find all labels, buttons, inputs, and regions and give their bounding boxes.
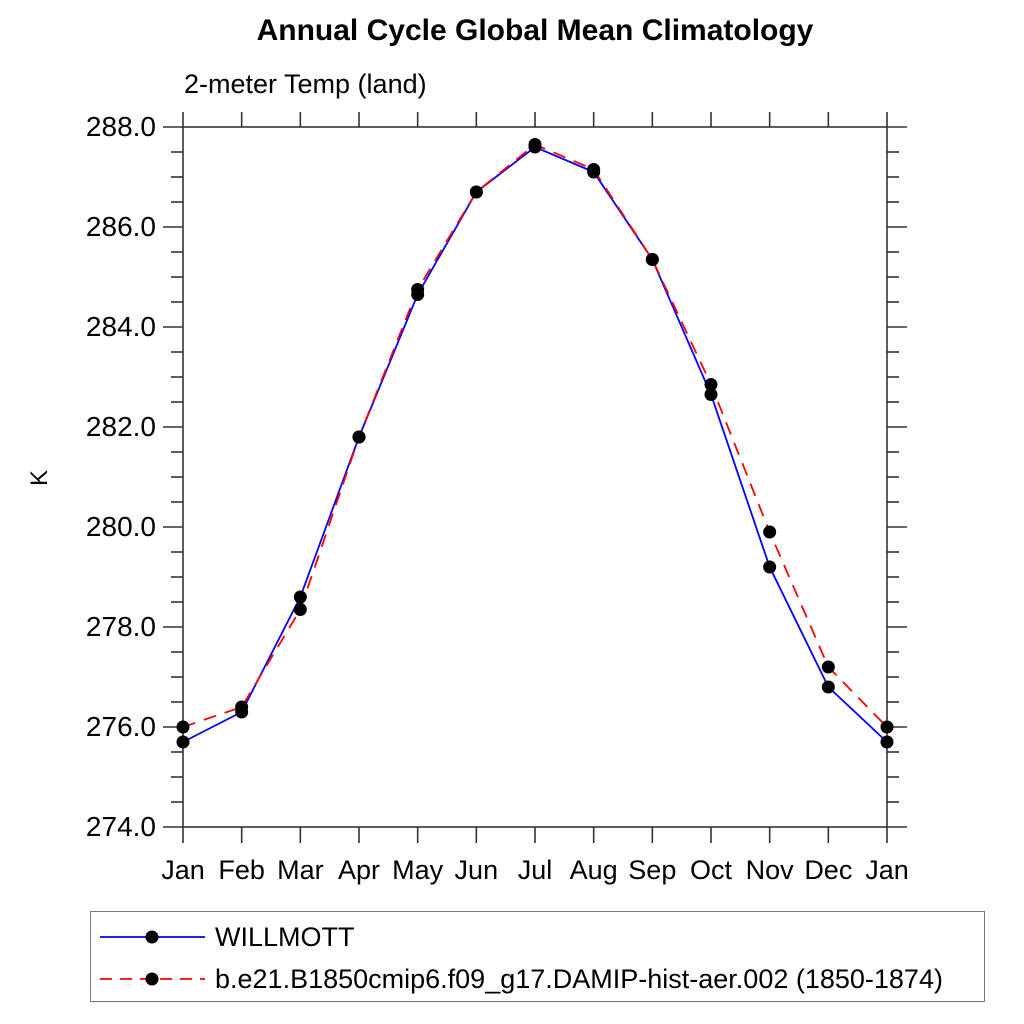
data-point-marker-s1: [704, 378, 718, 391]
data-point-marker-s1: [469, 185, 483, 199]
data-point-marker-s1: [293, 603, 307, 616]
x-tick-label: Apr: [338, 855, 380, 885]
legend-item-willmott: WILLMOTT: [97, 922, 355, 952]
x-tick-label: Jun: [455, 855, 499, 885]
legend-item-model-run: b.e21.B1850cmip6.f09_g17.DAMIP-hist-aer.…: [97, 964, 943, 994]
legend-line-sample-solid: [100, 930, 205, 944]
data-point-marker-s1: [411, 283, 425, 296]
x-tick-label: May: [392, 855, 444, 885]
y-tick-label: 276.0: [86, 711, 156, 742]
y-tick-label: 288.0: [86, 111, 156, 142]
x-tick-label: Jan: [161, 855, 205, 885]
axis-frame: [182, 126, 888, 828]
series-line-1: [182, 143, 888, 728]
legend-line-sample-dashed: [100, 972, 205, 986]
x-tick-label: Nov: [746, 855, 795, 885]
data-point-marker-s0: [821, 680, 835, 694]
y-tick-label: 286.0: [86, 211, 156, 242]
x-tick-label: Feb: [218, 855, 265, 885]
y-tick-label: 280.0: [86, 511, 156, 542]
legend-label: WILLMOTT: [215, 921, 355, 952]
series-line-0: [182, 145, 888, 743]
legend-dot-marker-icon: [145, 972, 159, 986]
legend-label: b.e21.B1850cmip6.f09_g17.DAMIP-hist-aer.…: [215, 963, 943, 994]
x-tick-label: Dec: [804, 855, 852, 885]
data-point-marker-s1: [176, 720, 190, 734]
data-point-marker-s1: [763, 525, 777, 539]
data-point-marker-s1: [235, 700, 249, 714]
data-point-marker-s1: [645, 253, 659, 266]
y-tick-label: 284.0: [86, 311, 156, 342]
data-point-marker-s0: [176, 735, 190, 749]
data-point-marker-s0: [293, 590, 307, 604]
y-tick-label: 282.0: [86, 411, 156, 442]
y-tick-label: 274.0: [86, 811, 156, 842]
x-tick-label: Jul: [518, 855, 553, 885]
data-point-marker-s0: [704, 388, 718, 401]
data-point-marker-s1: [587, 163, 601, 176]
x-tick-label: Oct: [690, 855, 733, 885]
data-point-marker-s0: [880, 735, 894, 749]
legend-dot-marker-icon: [145, 930, 159, 944]
data-point-marker-s0: [763, 560, 777, 574]
legend-box: WILLMOTT b.e21.B1850cmip6.f09_g17.DAMIP-…: [90, 911, 985, 1002]
x-tick-label: Sep: [628, 855, 676, 885]
chart-subtitle: 2-meter Temp (land): [184, 69, 427, 99]
x-tick-label: Mar: [277, 855, 324, 885]
data-point-marker-s1: [528, 138, 542, 151]
data-point-marker-s1: [821, 660, 835, 674]
data-point-marker-s1: [352, 430, 366, 444]
x-tick-label: Jan: [865, 855, 909, 885]
chart-title: Annual Cycle Global Mean Climatology: [256, 14, 814, 47]
data-point-marker-s1: [880, 720, 894, 734]
x-tick-label: Aug: [570, 855, 618, 885]
y-tick-label: 278.0: [86, 611, 156, 642]
